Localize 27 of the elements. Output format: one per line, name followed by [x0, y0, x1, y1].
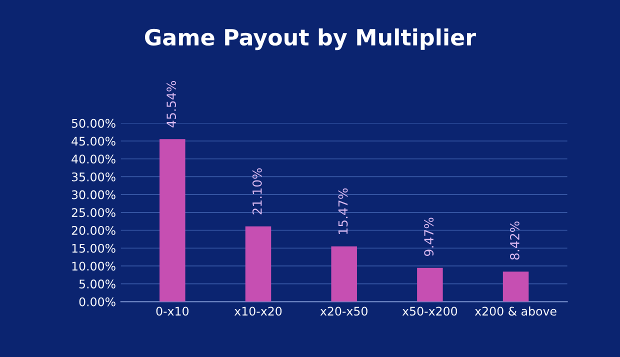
- data-label: 21.10%: [252, 168, 262, 214]
- bar: [502, 272, 529, 302]
- y-tick-label: 15.00%: [72, 244, 116, 253]
- data-label: 15.47%: [338, 188, 348, 234]
- y-tick-label: 50.00%: [72, 118, 116, 128]
- bar: [160, 139, 186, 302]
- x-tick-label: x10-x20: [234, 306, 282, 316]
- data-label: 8.42%: [510, 221, 520, 260]
- y-tick-label: 10.00%: [72, 262, 116, 271]
- bar: [417, 268, 443, 302]
- y-tick-label: 25.00%: [72, 208, 116, 218]
- y-tick-label: 30.00%: [72, 190, 116, 200]
- bar: [331, 246, 357, 302]
- bar: [245, 226, 272, 302]
- data-label: 45.54%: [166, 81, 176, 128]
- y-tick-label: 40.00%: [72, 154, 116, 164]
- y-tick-label: 0.00%: [79, 297, 116, 306]
- y-tick-label: 20.00%: [72, 226, 116, 235]
- data-label: 9.47%: [424, 218, 434, 256]
- x-tick-label: x20-x50: [320, 306, 368, 316]
- y-tick-label: 5.00%: [79, 280, 116, 288]
- y-tick-label: 45.00%: [72, 136, 116, 146]
- x-tick-label: x50-x200: [402, 306, 458, 316]
- x-tick-label: 0-x10: [156, 306, 189, 316]
- chart-title: Game Payout by Multiplier: [144, 28, 476, 50]
- x-tick-label: x200 & above: [474, 306, 556, 316]
- y-tick-label: 35.00%: [72, 172, 116, 182]
